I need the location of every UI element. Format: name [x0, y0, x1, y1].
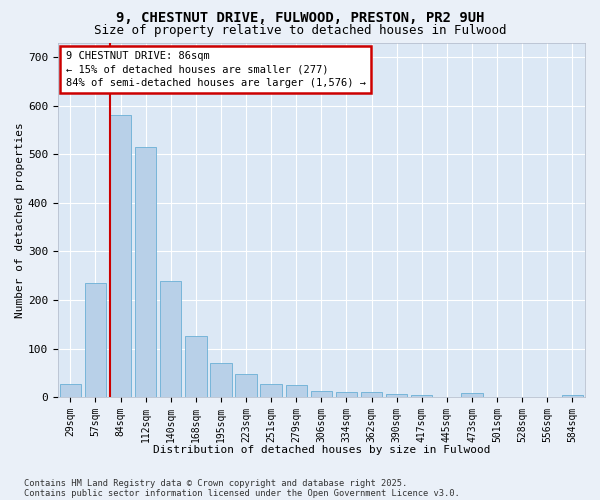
Bar: [185, 336, 206, 397]
Bar: [110, 116, 131, 397]
Bar: [260, 384, 282, 397]
Bar: [386, 394, 407, 397]
Bar: [85, 283, 106, 397]
X-axis label: Distribution of detached houses by size in Fulwood: Distribution of detached houses by size …: [152, 445, 490, 455]
Text: Size of property relative to detached houses in Fulwood: Size of property relative to detached ho…: [94, 24, 506, 37]
Bar: [59, 384, 81, 397]
Text: Contains HM Land Registry data © Crown copyright and database right 2025.
Contai: Contains HM Land Registry data © Crown c…: [24, 479, 460, 498]
Y-axis label: Number of detached properties: Number of detached properties: [15, 122, 25, 318]
Bar: [210, 363, 232, 397]
Bar: [336, 392, 357, 397]
Text: 9 CHESTNUT DRIVE: 86sqm
← 15% of detached houses are smaller (277)
84% of semi-d: 9 CHESTNUT DRIVE: 86sqm ← 15% of detache…: [65, 52, 365, 88]
Bar: [311, 392, 332, 397]
Bar: [160, 280, 181, 397]
Bar: [411, 395, 433, 397]
Bar: [286, 385, 307, 397]
Bar: [562, 395, 583, 397]
Bar: [135, 147, 156, 397]
Bar: [235, 374, 257, 397]
Bar: [361, 392, 382, 397]
Text: 9, CHESTNUT DRIVE, FULWOOD, PRESTON, PR2 9UH: 9, CHESTNUT DRIVE, FULWOOD, PRESTON, PR2…: [116, 11, 484, 25]
Bar: [461, 394, 482, 397]
